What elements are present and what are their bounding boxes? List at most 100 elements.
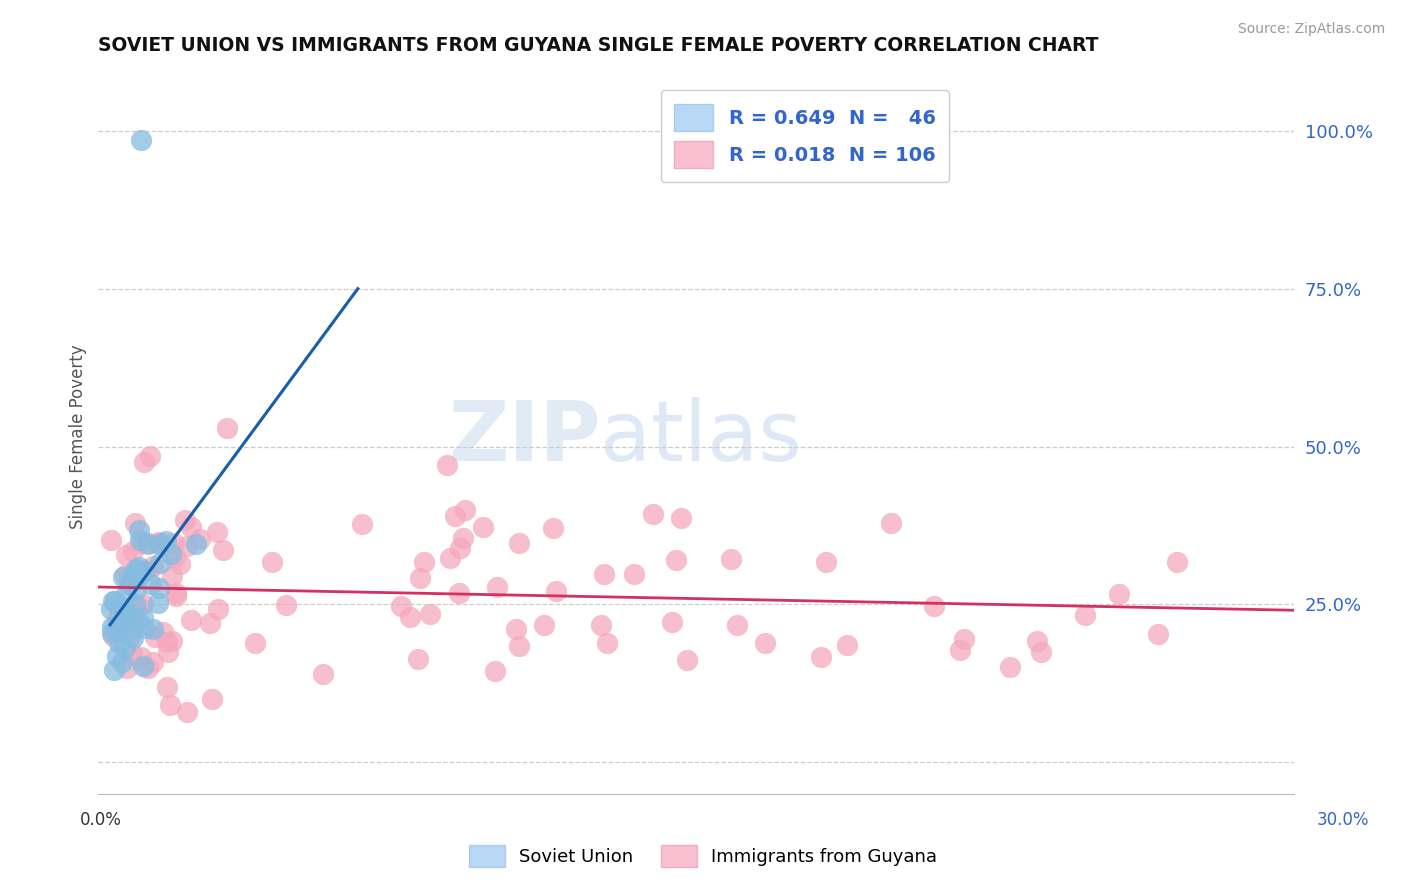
- Point: [111, 605, 134, 619]
- Point: [105, 619, 128, 633]
- Point: [159, 698, 181, 713]
- Point: [128, 523, 150, 537]
- Point: [207, 524, 229, 539]
- Point: [124, 597, 146, 611]
- Point: [533, 618, 555, 632]
- Point: [139, 576, 162, 591]
- Point: [117, 607, 139, 622]
- Point: [121, 647, 143, 661]
- Point: [115, 661, 138, 675]
- Point: [160, 547, 183, 561]
- Point: [155, 634, 177, 648]
- Point: [156, 680, 179, 694]
- Point: [108, 616, 131, 631]
- Point: [148, 535, 170, 549]
- Point: [157, 645, 180, 659]
- Point: [111, 613, 134, 627]
- Point: [121, 631, 143, 645]
- Text: ZIP: ZIP: [449, 397, 600, 477]
- Point: [100, 601, 122, 615]
- Point: [121, 544, 143, 558]
- Point: [1108, 587, 1130, 601]
- Point: [128, 568, 150, 582]
- Point: [180, 613, 202, 627]
- Point: [148, 581, 170, 595]
- Point: [129, 133, 152, 147]
- Point: [114, 607, 136, 622]
- Point: [100, 533, 122, 547]
- Text: 30.0%: 30.0%: [1316, 811, 1369, 829]
- Point: [101, 625, 124, 640]
- Point: [260, 555, 283, 569]
- Legend: R = 0.649  N =   46, R = 0.018  N = 106: R = 0.649 N = 46, R = 0.018 N = 106: [661, 90, 949, 182]
- Point: [661, 615, 683, 629]
- Point: [101, 593, 124, 607]
- Point: [115, 587, 138, 601]
- Point: [593, 566, 616, 581]
- Point: [131, 649, 153, 664]
- Point: [541, 521, 564, 535]
- Point: [669, 511, 692, 525]
- Point: [544, 583, 567, 598]
- Point: [163, 536, 186, 550]
- Point: [101, 629, 124, 643]
- Point: [174, 513, 197, 527]
- Point: [201, 692, 224, 706]
- Point: [127, 614, 149, 628]
- Y-axis label: Single Female Poverty: Single Female Poverty: [69, 345, 87, 529]
- Point: [111, 570, 134, 584]
- Point: [274, 598, 297, 612]
- Point: [725, 618, 748, 632]
- Point: [118, 577, 141, 591]
- Point: [105, 624, 128, 639]
- Point: [124, 516, 146, 531]
- Point: [165, 585, 187, 599]
- Point: [134, 455, 156, 469]
- Point: [814, 555, 837, 569]
- Point: [114, 640, 136, 654]
- Point: [408, 572, 430, 586]
- Point: [212, 543, 235, 558]
- Point: [127, 599, 149, 613]
- Point: [124, 582, 146, 596]
- Point: [132, 597, 155, 611]
- Point: [810, 650, 832, 665]
- Point: [754, 636, 776, 650]
- Point: [103, 594, 125, 608]
- Point: [160, 633, 183, 648]
- Point: [176, 539, 198, 553]
- Point: [180, 520, 202, 534]
- Point: [623, 566, 645, 581]
- Point: [676, 652, 699, 666]
- Point: [176, 705, 198, 719]
- Point: [186, 537, 208, 551]
- Point: [132, 564, 155, 578]
- Point: [412, 555, 434, 569]
- Point: [139, 449, 162, 463]
- Point: [508, 536, 530, 550]
- Point: [108, 636, 131, 650]
- Point: [105, 613, 128, 627]
- Point: [101, 620, 124, 634]
- Point: [142, 558, 165, 573]
- Legend: Soviet Union, Immigrants from Guyana: Soviet Union, Immigrants from Guyana: [461, 838, 945, 874]
- Point: [436, 458, 458, 473]
- Point: [131, 659, 153, 673]
- Point: [160, 568, 183, 582]
- Point: [880, 516, 903, 530]
- Point: [112, 601, 135, 615]
- Point: [142, 655, 165, 669]
- Point: [591, 618, 613, 632]
- Point: [200, 615, 222, 630]
- Point: [136, 661, 159, 675]
- Point: [146, 596, 169, 610]
- Point: [720, 552, 742, 566]
- Point: [389, 599, 412, 614]
- Point: [121, 574, 143, 589]
- Point: [149, 556, 172, 570]
- Point: [131, 610, 153, 624]
- Point: [641, 507, 664, 521]
- Point: [103, 663, 125, 677]
- Point: [155, 534, 177, 549]
- Point: [134, 621, 156, 635]
